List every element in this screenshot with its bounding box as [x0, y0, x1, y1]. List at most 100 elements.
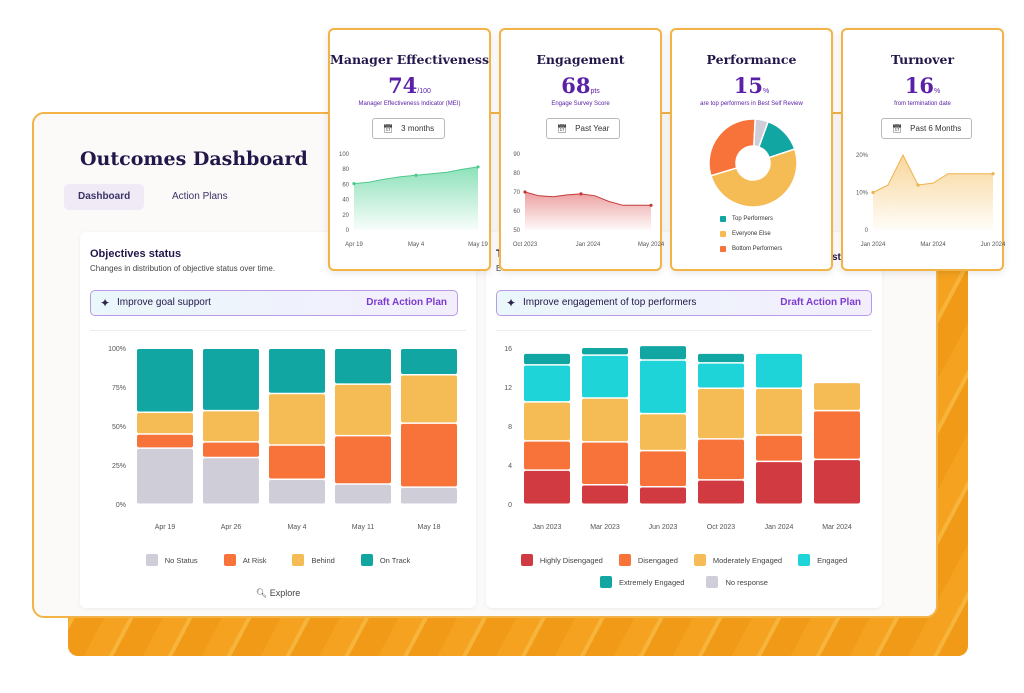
x-tick-label: Jan 2024	[576, 242, 601, 248]
bar-segment	[137, 448, 193, 504]
tab-action-plans[interactable]: Action Plans	[172, 191, 228, 202]
legend-label: On Track	[379, 555, 411, 565]
metric-unit: %	[763, 88, 770, 95]
y-tick-label: 90	[513, 152, 520, 158]
metric-number: 16	[904, 73, 934, 98]
bar-segment	[756, 353, 802, 388]
bar-segment	[269, 394, 325, 445]
legend-swatch	[720, 231, 726, 237]
metric-subtitle: Manager Effectiveness Indicator (MEI)	[358, 101, 461, 107]
bar-segment	[814, 383, 860, 410]
legend-label: Everyone Else	[732, 231, 771, 237]
bar-segment	[524, 441, 570, 470]
bar-segment	[640, 451, 686, 486]
y-tick-label: 70	[513, 190, 520, 196]
date-range-button[interactable]: 📅︎ Past 6 Months	[881, 118, 973, 139]
explore-button[interactable]: 🔍︎ Explore	[80, 588, 476, 599]
bar-segment	[335, 484, 391, 504]
legend-item: No Status	[145, 554, 198, 566]
bar-segment	[698, 353, 744, 363]
bar-segment	[524, 353, 570, 365]
metric-unit: /100	[417, 88, 431, 95]
x-tick-label: Oct 2023	[513, 242, 538, 248]
chart-legend-row2: Extremely Engaged No response	[486, 576, 882, 588]
legend-label: Behind	[311, 555, 335, 565]
y-tick-label: 0	[865, 228, 869, 234]
insight-text: Improve engagement of top performers	[523, 297, 697, 308]
date-range-button[interactable]: 📅︎ 3 months	[372, 118, 446, 139]
x-tick-label: Apr 19	[345, 242, 363, 248]
y-tick-label: 8	[508, 424, 512, 431]
legend-item: Extremely Engaged	[600, 576, 684, 588]
date-range-button[interactable]: 📅︎ Past Year	[546, 118, 621, 139]
bar-segment	[698, 388, 744, 439]
y-tick-label: 10%	[856, 191, 869, 197]
bar-segment	[203, 458, 259, 504]
y-tick-label: 80	[513, 171, 520, 177]
legend-swatch	[693, 554, 706, 566]
y-tick-label: 50	[513, 228, 520, 234]
y-tick-label: 12	[504, 385, 512, 392]
bar-segment	[401, 375, 457, 423]
legend-swatch	[798, 554, 811, 566]
bar-segment	[335, 384, 391, 435]
x-tick-label: Jan 2024	[861, 242, 886, 248]
bar-segment	[524, 470, 570, 504]
legend-swatch	[223, 554, 236, 566]
bar-segment	[269, 349, 325, 393]
bar-segment	[401, 349, 457, 375]
legend-item: Disengaged	[618, 554, 678, 566]
bar-segment	[756, 435, 802, 461]
data-point	[579, 192, 583, 196]
objectives-status-card: Objectives status Changes in distributio…	[80, 232, 476, 608]
bar-segment	[203, 442, 259, 457]
metric-title: Performance	[706, 52, 797, 67]
metric-number: 15	[733, 73, 763, 98]
legend-label: Highly Disengaged	[539, 555, 603, 565]
y-tick-label: 75%	[112, 385, 126, 392]
manager-effectiveness-card: Manager Effectiveness 74/100 Manager Eff…	[328, 28, 491, 271]
metric-subtitle: from termination date	[894, 101, 951, 107]
bar-segment	[335, 436, 391, 484]
legend-swatch	[520, 554, 533, 566]
legend-item: No response	[706, 576, 768, 588]
data-point	[523, 190, 527, 194]
bar-segment	[582, 348, 628, 355]
card-title: Objectives status	[90, 248, 182, 260]
x-tick-label: Apr 19	[155, 524, 176, 531]
bar-segment	[269, 445, 325, 479]
sparkle-icon: ✦	[506, 296, 517, 310]
tab-dashboard[interactable]: Dashboard	[64, 184, 145, 210]
draft-action-plan-button[interactable]: Draft Action Plan	[780, 297, 861, 308]
metric-value: 74/100	[330, 73, 489, 98]
metric-number: 68	[561, 73, 591, 98]
calendar-icon: 📅︎	[383, 124, 394, 133]
y-tick-label: 20%	[856, 153, 869, 159]
metric-title: Engagement	[536, 52, 625, 67]
x-tick-label: Jun 2024	[981, 242, 1006, 248]
x-tick-label: May 2024	[638, 242, 664, 248]
calendar-icon: 📅︎	[892, 124, 903, 133]
divider	[90, 330, 466, 331]
x-tick-label: Mar 2024	[822, 524, 852, 531]
card-title-fragment-right: st	[832, 252, 841, 263]
bar-segment	[582, 485, 628, 504]
metric-title: Manager Effectiveness	[330, 52, 489, 67]
bar-segment	[756, 388, 802, 435]
date-range-label: 3 months	[401, 124, 435, 133]
legend-label: Engaged	[817, 555, 848, 565]
draft-action-plan-button[interactable]: Draft Action Plan	[366, 297, 447, 308]
calendar-icon: 📅︎	[557, 124, 568, 133]
legend-label: No response	[725, 577, 768, 587]
engagement-stacked-bar-chart: 0 4 8 12 16 Jan 2023 Mar 2023 Jun 2023 Oct 2023 J…	[504, 346, 860, 531]
insight-banner: ✦ Improve engagement of top performers D…	[496, 290, 872, 316]
y-tick-label: 4	[508, 463, 512, 470]
x-tick-label: Apr 26	[221, 524, 242, 531]
legend-item: At Risk	[223, 554, 266, 566]
metric-unit: %	[934, 88, 941, 95]
data-point	[871, 190, 875, 195]
x-tick-label: May 19	[468, 242, 488, 248]
pie-slice	[708, 118, 757, 177]
bar-segment	[640, 360, 686, 413]
bar-segment	[335, 349, 391, 384]
